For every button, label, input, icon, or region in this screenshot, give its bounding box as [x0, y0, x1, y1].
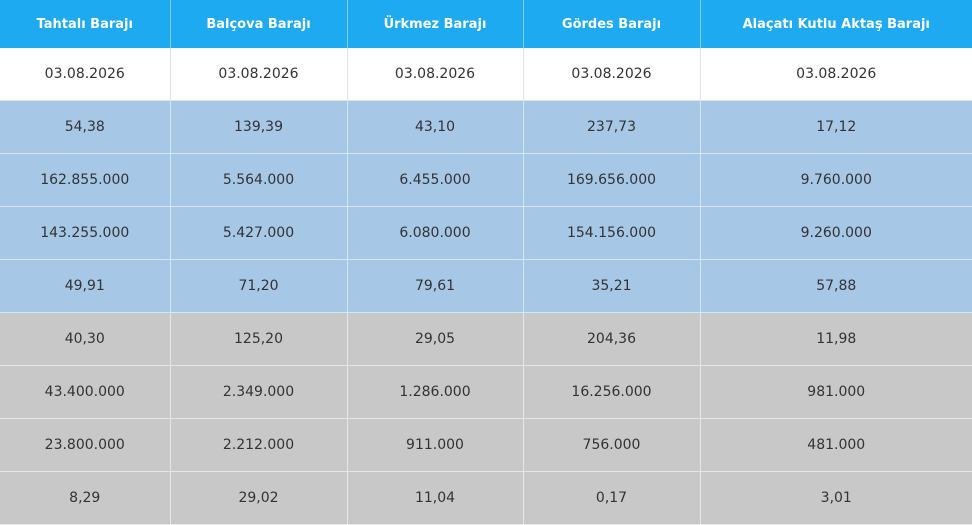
table-row: 49,91 71,20 79,61 35,21 57,88	[0, 259, 972, 313]
table-cell: 2.349.000	[170, 365, 348, 419]
header-urkmez: Ürkmez Barajı	[347, 0, 524, 48]
table-cell: 8,29	[0, 471, 171, 525]
table-row: 43.400.000 2.349.000 1.286.000 16.256.00…	[0, 365, 972, 419]
table-cell: 43.400.000	[0, 365, 171, 419]
table-cell: 143.255.000	[0, 206, 171, 260]
table-cell: 756.000	[523, 418, 701, 472]
table-cell: 1.286.000	[347, 365, 524, 419]
table-cell: 40,30	[0, 312, 171, 366]
table-cell: 29,05	[347, 312, 524, 366]
table-cell: 5.427.000	[170, 206, 348, 260]
table-cell: 237,73	[523, 100, 701, 154]
table-cell: 54,38	[0, 100, 171, 154]
table-cell: 981.000	[700, 365, 972, 419]
table-row: 143.255.000 5.427.000 6.080.000 154.156.…	[0, 206, 972, 260]
table-cell: 35,21	[523, 259, 701, 313]
table-cell: 16.256.000	[523, 365, 701, 419]
table-cell: 9.760.000	[700, 153, 972, 207]
date-cell: 03.08.2026	[0, 48, 171, 101]
table-cell: 43,10	[347, 100, 524, 154]
table-cell: 57,88	[700, 259, 972, 313]
table-cell: 5.564.000	[170, 153, 348, 207]
table-cell: 11,98	[700, 312, 972, 366]
table-cell: 23.800.000	[0, 418, 171, 472]
table-cell: 139,39	[170, 100, 348, 154]
table-row: 54,38 139,39 43,10 237,73 17,12	[0, 100, 972, 154]
table-cell: 481.000	[700, 418, 972, 472]
table-cell: 49,91	[0, 259, 171, 313]
header-tahtali: Tahtalı Barajı	[0, 0, 171, 48]
table-cell: 9.260.000	[700, 206, 972, 260]
table-cell: 3,01	[700, 471, 972, 525]
table-cell: 79,61	[347, 259, 524, 313]
header-row: Tahtalı Barajı Balçova Barajı Ürkmez Bar…	[0, 0, 972, 48]
header-balcova: Balçova Barajı	[170, 0, 348, 48]
date-cell: 03.08.2026	[347, 48, 524, 101]
table-cell: 6.080.000	[347, 206, 524, 260]
table-row: 40,30 125,20 29,05 204,36 11,98	[0, 312, 972, 366]
table-row: 8,29 29,02 11,04 0,17 3,01	[0, 471, 972, 525]
table-row: 23.800.000 2.212.000 911.000 756.000 481…	[0, 418, 972, 472]
table-cell: 2.212.000	[170, 418, 348, 472]
date-row: 03.08.2026 03.08.2026 03.08.2026 03.08.2…	[0, 48, 972, 101]
table-cell: 0,17	[523, 471, 701, 525]
table-cell: 17,12	[700, 100, 972, 154]
table-cell: 169.656.000	[523, 153, 701, 207]
table-cell: 162.855.000	[0, 153, 171, 207]
date-cell: 03.08.2026	[700, 48, 972, 101]
table-cell: 6.455.000	[347, 153, 524, 207]
table-cell: 154.156.000	[523, 206, 701, 260]
header-gordes: Gördes Barajı	[523, 0, 701, 48]
table-cell: 11,04	[347, 471, 524, 525]
table-cell: 911.000	[347, 418, 524, 472]
date-cell: 03.08.2026	[523, 48, 701, 101]
table-cell: 125,20	[170, 312, 348, 366]
table-cell: 204,36	[523, 312, 701, 366]
table-row: 162.855.000 5.564.000 6.455.000 169.656.…	[0, 153, 972, 207]
header-alacati: Alaçatı Kutlu Aktaş Barajı	[700, 0, 972, 48]
date-cell: 03.08.2026	[170, 48, 348, 101]
table-cell: 29,02	[170, 471, 348, 525]
table-cell: 71,20	[170, 259, 348, 313]
